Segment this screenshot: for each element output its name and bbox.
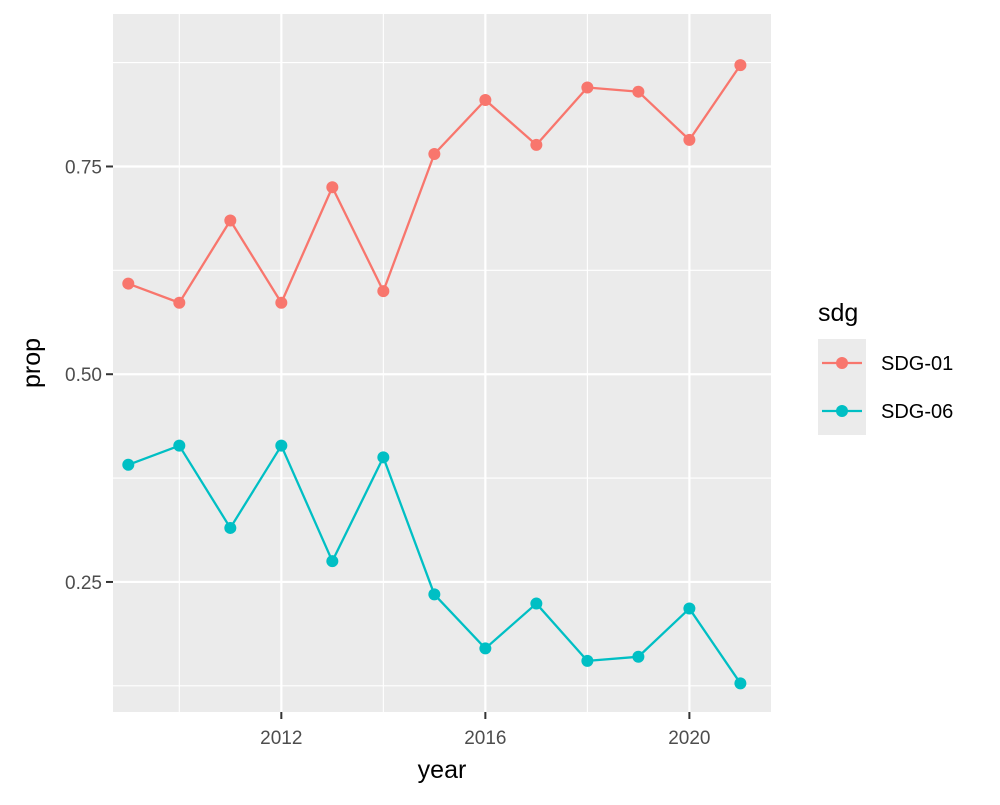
data-point-sdg-06 — [734, 677, 747, 690]
data-point-sdg-01 — [275, 296, 288, 309]
y-tick-label: 0.25 — [65, 573, 102, 594]
data-point-sdg-01 — [122, 277, 135, 290]
x-axis: 2012 2016 2020 — [260, 712, 711, 749]
data-point-sdg-06 — [683, 602, 696, 615]
data-point-sdg-06 — [479, 642, 492, 655]
data-point-sdg-06 — [377, 451, 390, 464]
data-point-sdg-06 — [173, 439, 186, 452]
data-point-sdg-06 — [581, 654, 594, 667]
data-point-sdg-01 — [581, 81, 594, 94]
legend: sdg SDG-01 SDG-06 — [818, 299, 953, 435]
data-point-sdg-06 — [428, 588, 441, 601]
data-point-sdg-01 — [428, 148, 441, 161]
data-point-sdg-06 — [122, 458, 135, 471]
grid-major — [113, 14, 771, 712]
y-tick-label: 0.50 — [65, 365, 102, 386]
y-axis: 0.25 0.50 0.75 — [65, 157, 113, 594]
data-point-sdg-01 — [173, 296, 186, 309]
grid-minor — [113, 14, 771, 712]
legend-items: SDG-01 SDG-06 — [818, 339, 953, 435]
data-point-sdg-01 — [530, 138, 543, 151]
data-point-sdg-06 — [275, 439, 288, 452]
data-point-sdg-01 — [224, 214, 237, 227]
data-point-sdg-01 — [377, 285, 390, 298]
legend-label-sdg-06: SDG-06 — [881, 401, 953, 423]
x-tick-label: 2016 — [464, 728, 506, 749]
data-point-sdg-06 — [632, 650, 645, 663]
data-point-sdg-06 — [530, 597, 543, 610]
data-point-sdg-01 — [326, 181, 339, 194]
x-tick-label: 2012 — [260, 728, 302, 749]
data-point-sdg-06 — [224, 521, 237, 534]
data-point-sdg-01 — [734, 59, 747, 72]
data-point-sdg-01 — [479, 94, 492, 107]
data-point-sdg-06 — [326, 555, 339, 568]
series-layer — [122, 59, 747, 690]
plot-background — [113, 14, 771, 712]
legend-title: sdg — [818, 299, 858, 327]
y-axis-title: prop — [18, 338, 46, 388]
legend-label-sdg-01: SDG-01 — [881, 353, 953, 375]
x-tick-label: 2020 — [668, 728, 710, 749]
data-point-sdg-01 — [632, 85, 645, 98]
legend-key-point-sdg-01 — [836, 357, 848, 369]
data-point-sdg-01 — [683, 133, 696, 146]
x-axis-title: year — [418, 756, 467, 784]
y-tick-label: 0.75 — [65, 157, 102, 178]
legend-key-point-sdg-06 — [836, 405, 848, 417]
